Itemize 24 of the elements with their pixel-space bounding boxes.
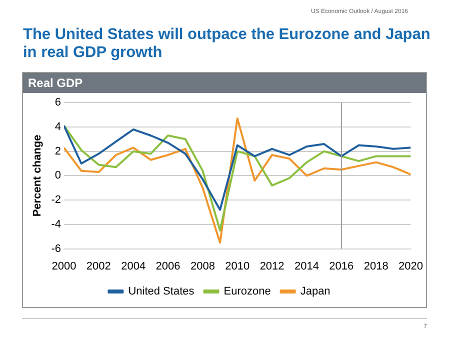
x-tick-label: 2010 [225,260,250,272]
y-tick-label: 4 [54,121,61,133]
x-tick-label: 2002 [86,260,111,272]
x-tick-label: 2012 [260,260,284,272]
chart-title: The United States will outpace the Eurozone and Japan in real GDP growth [23,26,432,62]
x-tick-label: 2004 [121,260,146,272]
y-tick-label: -2 [51,194,61,206]
y-tick-label: 6 [54,96,61,109]
y-tick-label: 2 [54,145,61,158]
y-tick-label: 0 [54,170,61,182]
x-tick-label: 2008 [190,260,215,272]
legend-label: Eurozone [224,286,271,298]
x-tick-label: 2020 [398,260,424,272]
legend-label: Japan [300,286,330,298]
y-tick-label: -6 [51,242,61,255]
x-tick-label: 2018 [364,260,388,272]
legend-label: United States [128,286,195,298]
x-tick-label: 2016 [329,260,354,272]
y-axis-title: Percent change [32,134,44,217]
x-tick-label: 2014 [294,260,319,272]
x-tick-label: 2006 [156,260,180,272]
y-tick-label: -4 [51,218,61,230]
x-tick-label: 2000 [52,260,76,272]
chart-subtitle: Real GDP [23,73,426,93]
